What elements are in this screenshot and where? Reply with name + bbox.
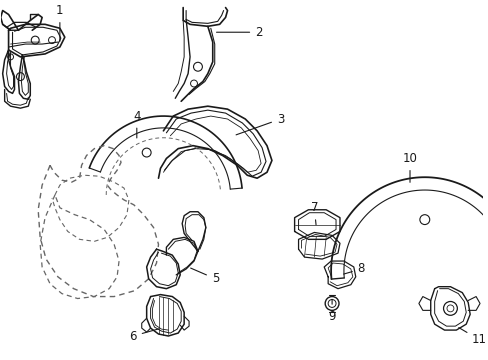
Text: 8: 8 [343, 262, 365, 275]
Text: 9: 9 [327, 299, 335, 323]
Text: 7: 7 [310, 201, 317, 225]
Text: 2: 2 [216, 26, 262, 39]
Text: 3: 3 [236, 113, 284, 135]
Text: 6: 6 [129, 329, 159, 342]
Text: 1: 1 [56, 4, 63, 41]
Text: 4: 4 [133, 109, 140, 138]
Text: 11: 11 [458, 328, 486, 346]
Text: 5: 5 [190, 268, 219, 285]
Text: 10: 10 [402, 152, 417, 182]
